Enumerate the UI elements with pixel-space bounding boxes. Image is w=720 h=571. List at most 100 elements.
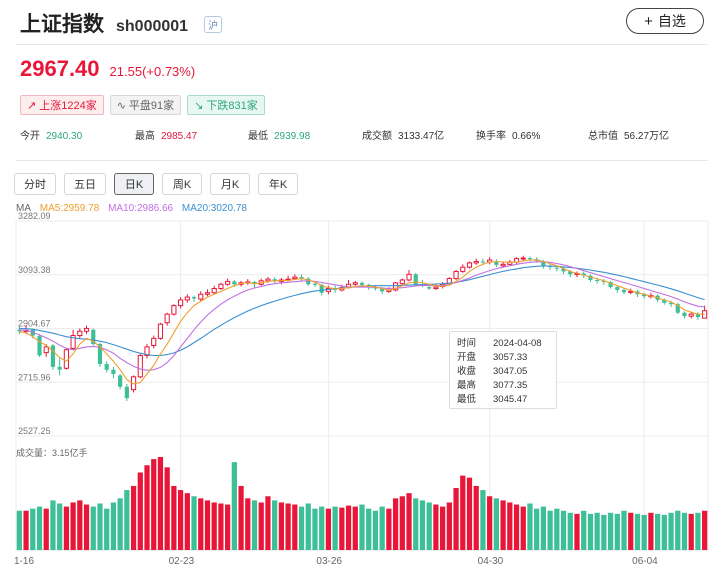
tab-monthly-k[interactable]: 月K (210, 173, 250, 195)
volume-bar (547, 510, 553, 550)
volume-bar (654, 513, 661, 550)
volume-bar (399, 496, 405, 550)
candle-body (352, 282, 358, 285)
volume-bar (204, 500, 211, 550)
stat-value: 0.66% (512, 131, 541, 142)
candle-body (601, 280, 606, 282)
candle-body (124, 386, 129, 399)
candle-body (628, 290, 634, 293)
volume-bar (406, 493, 412, 550)
volume-bar (581, 510, 587, 550)
tooltip-value: 3077.35 (493, 380, 528, 391)
volume-bar (278, 502, 284, 550)
ma20-line (19, 265, 705, 357)
volume-bar (110, 502, 117, 550)
candle-body (164, 313, 170, 324)
tab-five-day[interactable]: 五日 (64, 173, 106, 195)
volume-bar (702, 510, 708, 550)
candle-body (118, 375, 123, 387)
candle-body (595, 279, 600, 281)
stock-header: 上证指数 sh000001 沪 (20, 8, 223, 38)
badge-up-label: 上涨1224家 (39, 100, 97, 112)
tooltip-key: 开盘 (457, 352, 477, 363)
tab-weekly-k[interactable]: 周K (162, 173, 202, 195)
tooltip-row: 最低 3045.47 (457, 393, 556, 407)
candle-body (184, 296, 190, 301)
volume-bar (171, 485, 177, 550)
candle-body (588, 275, 593, 280)
tab-intraday[interactable]: 分时 (14, 173, 56, 195)
volume-bar (144, 465, 150, 550)
tooltip-key: 最高 (457, 380, 477, 391)
tooltip-value: 3047.05 (493, 366, 528, 377)
candle-body (695, 314, 701, 318)
volume-bar (359, 504, 365, 550)
stat-high: 最高 2985.47 (135, 127, 197, 142)
volume-bar (43, 508, 49, 550)
stat-turnover: 成交额 3133.47亿 (362, 127, 444, 142)
tooltip-key: 收盘 (457, 366, 477, 377)
candle-body (70, 335, 76, 349)
volume-bar (332, 506, 338, 550)
candle-body (427, 287, 432, 289)
candle-body (137, 354, 143, 378)
volume-bar (426, 502, 432, 550)
candle-body (662, 299, 667, 303)
badge-down-label: 下跌831家 (206, 100, 258, 112)
current-price: 2967.40 (20, 56, 100, 81)
stat-label: 最高 (135, 131, 155, 142)
stat-value: 2940.30 (46, 131, 83, 142)
ma10-line (19, 261, 705, 371)
volume-bar (453, 488, 459, 550)
tab-daily-k[interactable]: 日K (114, 173, 154, 195)
volume-bar (251, 500, 258, 550)
candle-body (541, 261, 546, 266)
volume-bar (16, 510, 22, 550)
candle-body (171, 305, 177, 315)
candle-body (178, 299, 184, 307)
volume-bar (312, 508, 318, 550)
candle-body (292, 276, 298, 280)
volume-bar (325, 508, 332, 550)
volume-bar (285, 503, 291, 550)
candle-body (97, 344, 103, 365)
trend-up-icon: ↗ (27, 99, 37, 112)
ma-label: MA (16, 203, 31, 214)
volume-bar (554, 508, 560, 550)
volume-bar (587, 513, 594, 550)
candle-body (494, 261, 499, 265)
stat-label: 换手率 (476, 131, 506, 142)
volume-bar (688, 513, 694, 550)
volume-bar (104, 508, 110, 550)
stock-code: sh000001 (116, 18, 189, 35)
candle-body (433, 286, 439, 290)
market-breadth: ↗ 上涨1224家 ∿ 平盘91家 ↘ 下跌831家 (20, 95, 271, 115)
ma5-line (19, 259, 705, 385)
candle-body (265, 278, 271, 282)
volume-bar (77, 500, 83, 550)
tab-yearly-k[interactable]: 年K (258, 173, 298, 195)
price-change: 21.55(+0.73%) (109, 64, 196, 79)
volume-bar (231, 462, 237, 550)
volume-bar (392, 498, 399, 550)
add-watchlist-button[interactable]: + 自选 (626, 8, 704, 34)
candle-body (453, 270, 459, 280)
candle-body (232, 281, 237, 285)
volume-bar (473, 485, 479, 550)
volume-bar (648, 512, 654, 550)
volume-bar (466, 477, 473, 550)
candle-body (198, 293, 204, 300)
volume-bar (695, 512, 701, 550)
tooltip-row: 时间 2024-04-08 (457, 337, 556, 351)
volume-bar (23, 510, 29, 550)
volume-bar (527, 503, 533, 550)
volume-bar (413, 498, 419, 550)
volume-bar (184, 493, 190, 550)
volume-bar (440, 506, 446, 550)
volume-bar (520, 506, 526, 550)
stat-label: 成交额 (362, 131, 392, 142)
volume-bar (225, 504, 231, 550)
candle-tooltip: 时间 2024-04-08 开盘 3057.33 收盘 3047.05 最高 3077.… (449, 331, 557, 409)
candle-body (568, 271, 573, 275)
